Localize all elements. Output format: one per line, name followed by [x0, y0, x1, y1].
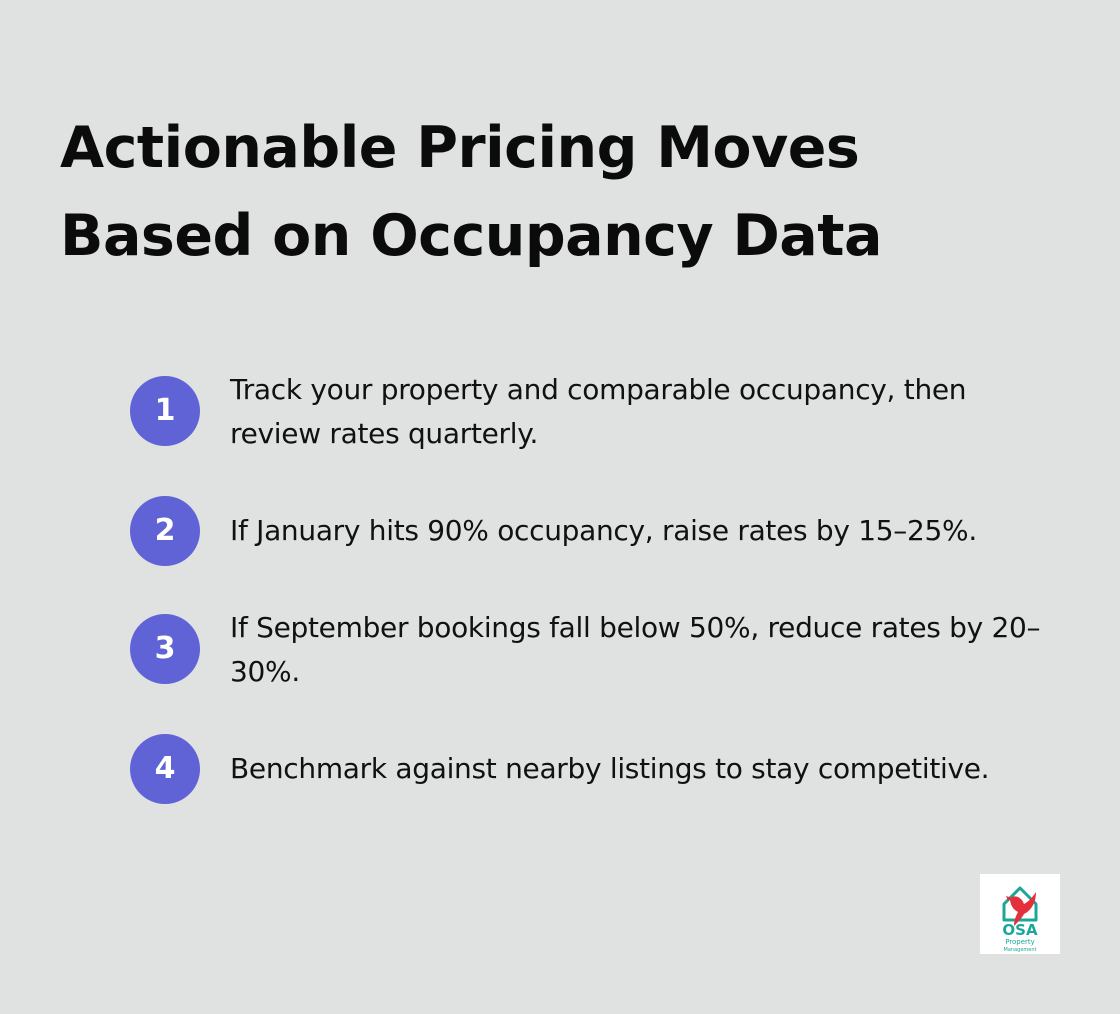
step-text: If January hits 90% occupancy, raise rat…	[230, 514, 977, 547]
step-number-badge: 2	[130, 496, 200, 566]
page-title-line-1: Actionable Pricing Moves	[60, 115, 860, 181]
step-text: If September bookings fall below 50%, re…	[230, 611, 1041, 688]
step-number-badge: 1	[130, 376, 200, 446]
step-number-badge: 4	[130, 734, 200, 804]
step-number-badge: 3	[130, 614, 200, 684]
bird-house-logo-icon: OSA Property Management	[1002, 886, 1038, 953]
osa-logo: OSA Property Management	[980, 874, 1060, 954]
logo-wordmark: OSA	[1002, 921, 1038, 939]
page-title: Actionable Pricing Moves Based on Occupa…	[60, 104, 1060, 280]
page-title-line-2: Based on Occupancy Data	[60, 203, 882, 269]
logo-subtitle-line-1: Property	[1005, 938, 1035, 946]
step-text: Benchmark against nearby listings to sta…	[230, 752, 990, 785]
logo-subtitle-line-2: Management	[1004, 947, 1037, 953]
step-text: Track your property and comparable occup…	[230, 373, 967, 450]
